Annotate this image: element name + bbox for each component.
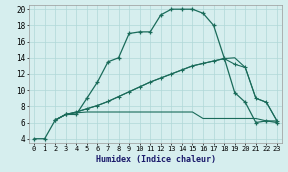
X-axis label: Humidex (Indice chaleur): Humidex (Indice chaleur) [96, 155, 215, 164]
